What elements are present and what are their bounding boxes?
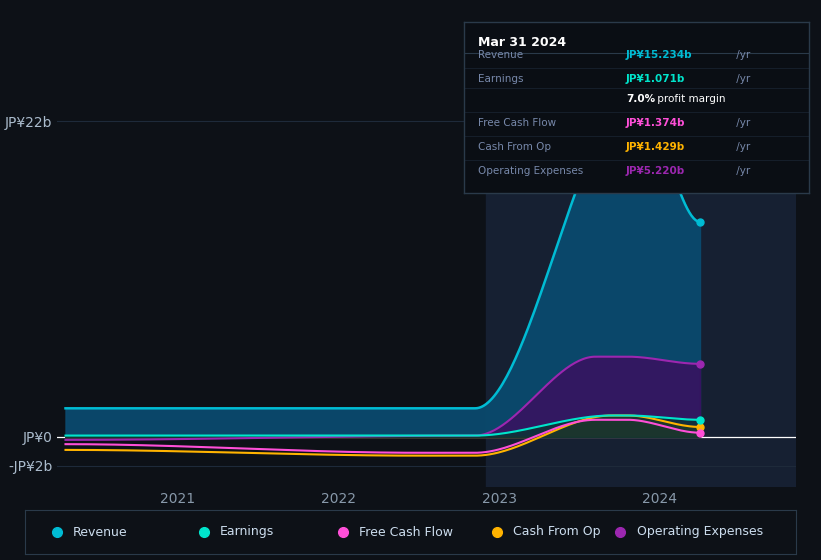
Text: Earnings: Earnings (478, 74, 523, 84)
Text: JP¥15.234b: JP¥15.234b (626, 50, 693, 60)
Text: /yr: /yr (733, 142, 750, 152)
Text: 7.0%: 7.0% (626, 94, 655, 104)
Text: Free Cash Flow: Free Cash Flow (359, 525, 453, 539)
Text: JP¥5.220b: JP¥5.220b (626, 166, 686, 176)
Text: Earnings: Earnings (220, 525, 274, 539)
Text: profit margin: profit margin (654, 94, 725, 104)
Text: JP¥1.071b: JP¥1.071b (626, 74, 686, 84)
Bar (486, 78, 796, 487)
Text: /yr: /yr (733, 118, 750, 128)
Text: Operating Expenses: Operating Expenses (636, 525, 763, 539)
Text: Operating Expenses: Operating Expenses (478, 166, 583, 176)
Text: /yr: /yr (733, 74, 750, 84)
Text: Cash From Op: Cash From Op (513, 525, 601, 539)
Text: Free Cash Flow: Free Cash Flow (478, 118, 556, 128)
Text: JP¥1.374b: JP¥1.374b (626, 118, 686, 128)
Text: /yr: /yr (733, 166, 750, 176)
Text: Revenue: Revenue (73, 525, 128, 539)
Text: Mar 31 2024: Mar 31 2024 (478, 36, 566, 49)
Text: JP¥1.429b: JP¥1.429b (626, 142, 686, 152)
Text: Cash From Op: Cash From Op (478, 142, 551, 152)
Text: /yr: /yr (733, 50, 750, 60)
Text: Revenue: Revenue (478, 50, 523, 60)
